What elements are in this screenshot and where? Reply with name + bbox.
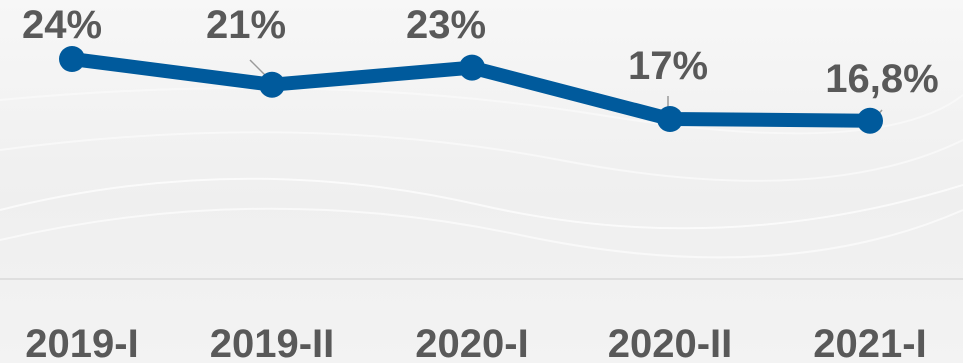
x-tick-label-2020-I: 2020-I bbox=[415, 322, 528, 363]
data-point-2020-II bbox=[657, 106, 683, 132]
data-label-2021-I: 16,8% bbox=[825, 57, 938, 101]
data-label-2020-II: 17% bbox=[628, 44, 708, 88]
x-tick-label-2019-II: 2019-II bbox=[210, 322, 335, 363]
data-labels: 24% 21% 23% 17% 16,8% bbox=[22, 3, 939, 101]
data-label-2019-I: 24% bbox=[22, 3, 102, 47]
data-label-2019-II: 21% bbox=[206, 3, 286, 47]
data-label-2020-I: 23% bbox=[406, 3, 486, 47]
x-tick-labels: 2019-I 2019-II 2020-I 2020-II 2021-I bbox=[25, 322, 926, 363]
data-point-2019-II bbox=[259, 71, 285, 98]
data-points bbox=[59, 46, 883, 134]
x-tick-label-2021-I: 2021-I bbox=[813, 322, 926, 363]
data-point-2021-I bbox=[857, 107, 883, 134]
data-point-2020-I bbox=[459, 54, 485, 81]
data-point-2019-I bbox=[59, 46, 85, 72]
x-tick-label-2019-I: 2019-I bbox=[25, 322, 138, 363]
x-tick-label-2020-II: 2020-II bbox=[608, 322, 733, 363]
